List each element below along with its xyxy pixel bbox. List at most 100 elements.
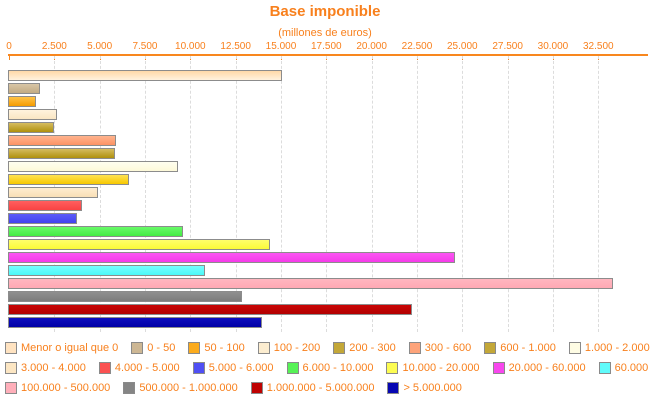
legend-swatch-icon: [492, 362, 505, 374]
legend-item: 4.000 - 5.000: [98, 362, 180, 374]
bar: [8, 226, 183, 237]
legend-item: 100 - 200: [257, 342, 321, 354]
legend-item: > 5.000.000: [387, 382, 462, 394]
gridline: [235, 56, 237, 332]
gridline: [280, 56, 282, 332]
legend-item: 10.000 - 20.000: [386, 362, 480, 374]
legend-swatch-icon: [333, 342, 346, 354]
x-axis-tick-label: 5.000: [87, 41, 113, 52]
bars-container: [8, 70, 650, 330]
bar: [8, 148, 115, 159]
x-axis-tick-label: 2.500: [41, 41, 67, 52]
legend-swatch-icon: [568, 342, 581, 354]
legend-swatch-icon: [131, 342, 144, 354]
legend-label: 4.000 - 5.000: [114, 362, 180, 374]
legend-row: Menor o igual que 0 0 - 50 50 - 100 100 - 2…: [5, 338, 650, 358]
x-axis-tick-label: 7.500: [132, 41, 158, 52]
bar: [8, 317, 262, 328]
legend-item: 500.000 - 1.000.000: [123, 382, 238, 394]
legend-item: Menor o igual que 0: [5, 342, 118, 354]
gridline: [190, 56, 192, 332]
legend-item: 5.000 - 6.000: [192, 362, 274, 374]
legend-swatch-icon: [250, 382, 263, 394]
legend-swatch-icon: [123, 382, 136, 394]
bar: [8, 278, 613, 289]
gridline: [326, 56, 328, 332]
legend-label: 6.000 - 10.000: [302, 362, 374, 374]
legend-swatch-icon: [386, 362, 399, 374]
legend-label: 100 - 200: [273, 342, 321, 354]
legend-item: 600 - 1.000: [484, 342, 556, 354]
legend-label: Menor o igual que 0: [21, 342, 119, 354]
chart-subtitle: (millones de euros): [278, 27, 372, 39]
x-axis-tick-label: 10.000: [175, 41, 206, 52]
legend-label: > 5.000.000: [403, 382, 462, 394]
bar: [8, 70, 282, 81]
bar: [8, 265, 205, 276]
gridline: [144, 56, 146, 332]
gridline: [552, 56, 554, 332]
bar: [8, 239, 270, 250]
legend-label: 500.000 - 1.000.000: [139, 382, 238, 394]
legend-swatch-icon: [5, 362, 17, 374]
legend-label: 20.000 - 60.000: [508, 362, 586, 374]
legend-item: 20.000 - 60.000: [492, 362, 586, 374]
legend-item: 6.000 - 10.000: [286, 362, 374, 374]
legend-swatch-icon: [98, 362, 111, 374]
legend-label: 100.000 - 500.000: [21, 382, 111, 394]
bar: [8, 252, 455, 263]
legend-row: 3.000 - 4.000 4.000 - 5.000 5.000 - 6.000 6…: [5, 358, 650, 378]
legend-label: 300 - 600: [424, 342, 472, 354]
legend-label: 0 - 50: [147, 342, 176, 354]
bar: [8, 200, 82, 211]
bar: [8, 109, 57, 120]
legend-item: 0 - 50: [131, 342, 175, 354]
legend-swatch-icon: [484, 342, 497, 354]
legend-item: 3.000 - 4.000: [5, 362, 86, 374]
legend-label: 60.000 - 100.000: [614, 362, 650, 374]
gridline: [99, 56, 101, 332]
bar: [8, 213, 77, 224]
x-axis-tick-label: 12.500: [220, 41, 251, 52]
legend-swatch-icon: [257, 342, 270, 354]
legend-label: 1.000 - 2.000: [584, 342, 650, 354]
legend-swatch-icon: [387, 382, 400, 394]
x-axis-tick-label: 32.500: [582, 41, 614, 52]
x-axis-tick-mark: [9, 56, 10, 60]
x-axis-line: [8, 54, 648, 56]
legend-swatch-icon: [5, 342, 17, 354]
gridline: [462, 56, 464, 332]
legend-swatch-icon: [286, 362, 299, 374]
legend-label: 600 - 1.000: [500, 342, 556, 354]
bar: [8, 96, 36, 107]
legend-swatch-icon: [192, 362, 205, 374]
bar: [8, 122, 54, 133]
legend-label: 5.000 - 6.000: [208, 362, 274, 374]
legend-label: 1.000.000 - 5.000.000: [266, 382, 375, 394]
gridline: [507, 56, 509, 332]
x-axis-tick-label: 17.500: [311, 41, 342, 52]
legend-label: 3.000 - 4.000: [21, 362, 86, 374]
legend-item: 1.000.000 - 5.000.000: [250, 382, 375, 394]
legend-item: 50 - 100: [188, 342, 245, 354]
bar: [8, 291, 242, 302]
legend-label: 50 - 100: [204, 342, 245, 354]
legend-item: 300 - 600: [408, 342, 472, 354]
legend-swatch-icon: [188, 342, 201, 354]
x-axis-tick-label: 15.000: [265, 41, 297, 52]
bar: [8, 304, 412, 315]
x-axis-tick-label: 25.000: [447, 41, 478, 52]
x-axis-tick-label: 20.000: [356, 41, 387, 52]
gridline: [416, 56, 418, 332]
gridline: [371, 56, 373, 332]
x-axis-tick-label: 30.000: [537, 41, 569, 52]
bar: [8, 161, 178, 172]
legend-row: 100.000 - 500.000 500.000 - 1.000.000 1.00…: [5, 378, 647, 398]
legend-item: 60.000 - 100.000: [598, 362, 650, 374]
legend-swatch-icon: [598, 362, 611, 374]
legend-item: 100.000 - 500.000: [5, 382, 110, 394]
x-axis-tick-label: 22.500: [401, 41, 433, 52]
legend-item: 200 - 300: [333, 342, 396, 354]
chart-title: Base imponible: [269, 3, 381, 20]
legend-swatch-icon: [5, 382, 17, 394]
